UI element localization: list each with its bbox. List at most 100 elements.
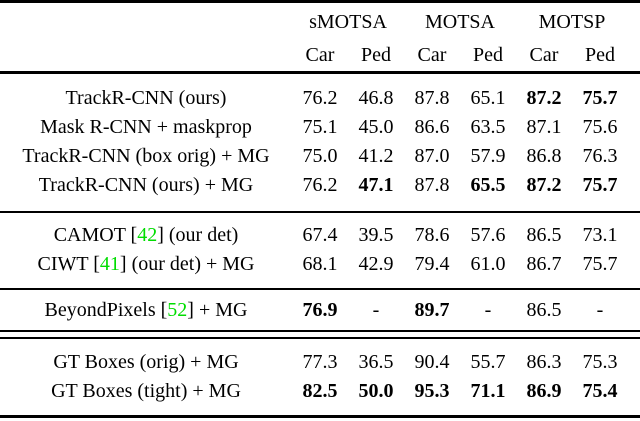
metric-value: 79.4 [414,253,450,275]
metric-value: 57.6 [470,224,506,246]
header-spacer [0,39,292,71]
row-label: GT Boxes (orig) + MG [0,348,292,377]
row-label-text: GT Boxes (tight) + MG [51,380,241,402]
citation-link[interactable]: 52 [167,299,188,321]
metric-value: 75.7 [582,87,618,109]
row-label: TrackR-CNN (box orig) + MG [0,142,292,171]
row-label: TrackR-CNN (ours) + MG [0,171,292,200]
citation-link[interactable]: 42 [137,224,158,246]
subheader-ped: Ped [585,44,615,66]
metric-value: 76.3 [582,145,618,167]
metric-value: 82.5 [302,380,338,402]
metric-value: 55.7 [470,351,506,373]
metric-value: 36.5 [358,351,394,373]
row-label-text: ] + MG [187,299,248,321]
table-section-baselines: CAMOT [42] (our det) 67.4 39.5 78.6 57.6… [0,213,640,288]
metric-value: 75.4 [582,380,618,402]
row-label-text: TrackR-CNN (ours) [65,87,227,109]
row-label-text: ] (our det) [157,224,239,246]
row-label: CAMOT [42] (our det) [0,221,292,250]
metric-value: - [372,299,380,321]
row-label-text: GT Boxes (orig) + MG [53,351,239,373]
subheader-car: Car [305,44,335,66]
header-rule [0,71,640,74]
metric-value: 76.9 [302,299,338,321]
metric-value: 87.8 [414,174,450,196]
column-group-smotsa: sMOTSA [309,11,387,33]
metric-value: 86.6 [414,116,450,138]
metric-value: 68.1 [302,253,338,275]
metric-value: 77.3 [302,351,338,373]
row-label-text: TrackR-CNN (ours) + MG [38,174,254,196]
metric-value: 86.5 [526,299,562,321]
metric-value: 78.6 [414,224,450,246]
metric-value: 75.7 [582,253,618,275]
metric-value: 75.7 [582,174,618,196]
citation-link[interactable]: 41 [99,253,120,275]
metric-value: 61.0 [470,253,506,275]
metric-value: 57.9 [470,145,506,167]
metric-value: 87.0 [414,145,450,167]
row-label-text: CAMOT [ [53,224,138,246]
metric-value: 87.8 [414,87,450,109]
row-label: GT Boxes (tight) + MG [0,377,292,406]
subheader-ped: Ped [473,44,503,66]
header-spacer [0,5,292,39]
metric-value: 95.3 [414,380,450,402]
row-label: TrackR-CNN (ours) [0,84,292,113]
metric-value: 47.1 [358,174,394,196]
metric-value: 67.4 [302,224,338,246]
metric-value: - [596,299,604,321]
metric-value: 86.9 [526,380,562,402]
metric-value: 76.2 [302,87,338,109]
row-label: CIWT [41] (our det) + MG [0,250,292,279]
metric-value: 50.0 [358,380,394,402]
metric-value: 65.5 [470,174,506,196]
section-rule [0,288,640,290]
metric-value: 86.7 [526,253,562,275]
metric-value: 87.2 [526,87,562,109]
column-group-motsp: MOTSP [538,11,606,33]
column-group-motsa: MOTSA [424,11,495,33]
metric-value: 87.1 [526,116,562,138]
metric-value: 89.7 [414,299,450,321]
metric-value: 63.5 [470,116,506,138]
metric-value: 75.0 [302,145,338,167]
metric-value: - [484,299,492,321]
metric-value: 87.2 [526,174,562,196]
subheader-car: Car [417,44,447,66]
double-rule [0,330,640,339]
metric-value: 75.1 [302,116,338,138]
metric-value: 75.3 [582,351,618,373]
subheader-ped: Ped [361,44,391,66]
top-rule [0,0,640,3]
metric-value: 76.2 [302,174,338,196]
metric-value: 86.3 [526,351,562,373]
metric-value: 86.5 [526,224,562,246]
metric-value: 45.0 [358,116,394,138]
bottom-rule [0,415,640,418]
metric-value: 42.9 [358,253,394,275]
row-label-text: CIWT [ [37,253,100,275]
metric-value: 73.1 [582,224,618,246]
row-label: BeyondPixels [52] + MG [0,296,292,325]
metric-value: 41.2 [358,145,394,167]
row-label-text: TrackR-CNN (box orig) + MG [22,145,270,167]
metric-value: 86.8 [526,145,562,167]
metric-value: 39.5 [358,224,394,246]
metric-value: 71.1 [470,380,506,402]
table-section-ours: TrackR-CNN (ours) 76.2 46.8 87.8 65.1 87… [0,74,640,211]
table-section-beyondpixels: BeyondPixels [52] + MG 76.9 - 89.7 - 86.… [0,290,640,330]
table-header: sMOTSA MOTSA MOTSP Car Ped Car Ped Car P… [0,3,640,71]
row-label-text: Mask R-CNN + maskprop [40,116,252,138]
metric-value: 46.8 [358,87,394,109]
subheader-car: Car [529,44,559,66]
row-label-text: BeyondPixels [ [44,299,168,321]
section-rule [0,211,640,213]
metric-value: 65.1 [470,87,506,109]
row-label-text: ] (our det) + MG [119,253,255,275]
row-label: Mask R-CNN + maskprop [0,113,292,142]
table-section-gt-boxes: GT Boxes (orig) + MG 77.3 36.5 90.4 55.7… [0,339,640,415]
metric-value: 90.4 [414,351,450,373]
